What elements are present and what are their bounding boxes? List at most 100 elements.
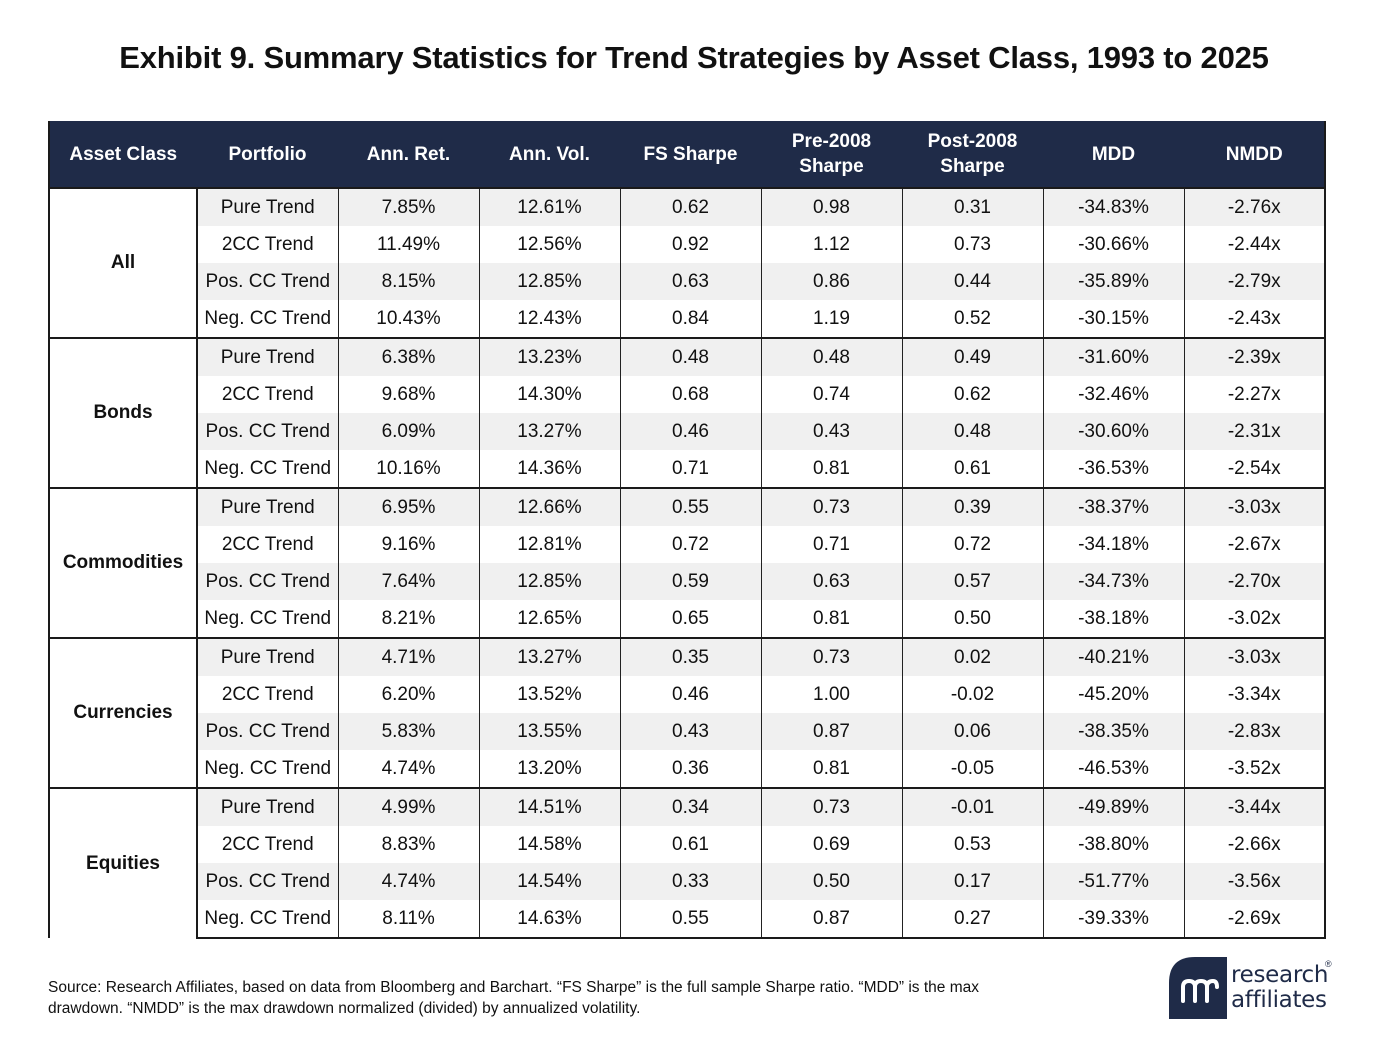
fs-sharpe-cell: 0.84 (619, 300, 762, 339)
table-row: Currencies Pure Trend 4.71% 13.27% 0.35 0.73 0… (48, 637, 1326, 788)
mdd-cell: -38.80% (1042, 826, 1185, 863)
ann-vol-cell: 13.23% (478, 337, 621, 376)
fs-sharpe-cell: 0.65 (619, 600, 762, 639)
ann-vol-cell: 14.36% (478, 450, 621, 489)
ann-vol-cell: 13.52% (478, 676, 621, 713)
table-row: Commodities Pure Trend 6.95% 12.66% 0.55 0.73… (48, 487, 1326, 638)
mdd-cell: -46.53% (1042, 750, 1185, 789)
nmdd-cell: -2.39x (1183, 337, 1326, 376)
col-header-post-2008-sharpe: Post-2008 Sharpe (901, 121, 1044, 188)
summary-statistics-table: Asset Class Portfolio Ann. Ret. Ann. Vol… (48, 121, 1326, 939)
table-row: 2CC Trend 6.20% 13.52% 0.46 1.00 -0.02 -45.20%… (49, 676, 1326, 713)
post-2008-sharpe-cell: 0.17 (901, 863, 1044, 900)
table-row: Pos. CC Trend 4.74% 14.54% 0.33 0.50 0.17 -51.… (49, 863, 1326, 900)
nmdd-cell: -2.44x (1183, 226, 1326, 263)
pre-2008-sharpe-cell: 0.69 (760, 826, 903, 863)
table-body: All Pure Trend 7.85% 12.61% 0.62 0.98 0.31 -34.… (48, 187, 1326, 939)
table-row: Neg. CC Trend 8.21% 12.65% 0.65 0.81 0.50 -38.… (49, 600, 1326, 639)
logo-text-line1: research (1231, 962, 1329, 988)
nmdd-cell: -3.02x (1183, 600, 1326, 639)
mdd-cell: -38.37% (1042, 487, 1185, 526)
mdd-cell: -30.66% (1042, 226, 1185, 263)
fs-sharpe-cell: 0.34 (619, 787, 762, 826)
nmdd-cell: -2.27x (1183, 376, 1326, 413)
ann-vol-cell: 13.20% (478, 750, 621, 789)
ann-vol-cell: 14.51% (478, 787, 621, 826)
research-affiliates-logo: research affiliates ® (1169, 957, 1339, 1019)
fs-sharpe-cell: 0.92 (619, 226, 762, 263)
pre-2008-sharpe-cell: 0.87 (760, 900, 903, 939)
post-2008-sharpe-cell: 0.31 (901, 187, 1044, 226)
mdd-cell: -35.89% (1042, 263, 1185, 300)
research-affiliates-logo-mark-icon (1169, 957, 1227, 1019)
ann-ret-cell: 7.64% (337, 563, 480, 600)
portfolio-cell: Neg. CC Trend (196, 900, 339, 939)
nmdd-cell: -2.79x (1183, 263, 1326, 300)
table-row: Neg. CC Trend 4.74% 13.20% 0.36 0.81 -0.05 -46… (49, 750, 1326, 789)
nmdd-cell: -3.03x (1183, 487, 1326, 526)
source-footnote: Source: Research Affiliates, based on da… (48, 979, 979, 1017)
portfolio-cell: Neg. CC Trend (196, 450, 339, 489)
post-2008-sharpe-cell: -0.05 (901, 750, 1044, 789)
nmdd-cell: -2.76x (1183, 187, 1326, 226)
post-2008-sharpe-cell: 0.62 (901, 376, 1044, 413)
ann-ret-cell: 4.71% (337, 637, 480, 676)
nmdd-cell: -2.70x (1183, 563, 1326, 600)
post-2008-sharpe-cell: 0.02 (901, 637, 1044, 676)
ann-ret-cell: 9.68% (337, 376, 480, 413)
col-header-fs-sharpe: FS Sharpe (619, 121, 762, 188)
fs-sharpe-cell: 0.61 (619, 826, 762, 863)
pre-2008-sharpe-cell: 0.81 (760, 600, 903, 639)
ann-vol-cell: 12.65% (478, 600, 621, 639)
portfolio-cell: Neg. CC Trend (196, 600, 339, 639)
post-2008-sharpe-cell: -0.01 (901, 787, 1044, 826)
portfolio-cell: Pure Trend (196, 187, 339, 226)
ann-vol-cell: 14.30% (478, 376, 621, 413)
post-2008-sharpe-cell: 0.73 (901, 226, 1044, 263)
portfolio-cell: Pos. CC Trend (196, 713, 339, 750)
portfolio-cell: 2CC Trend (196, 226, 339, 263)
pre-2008-sharpe-cell: 0.50 (760, 863, 903, 900)
pre-2008-sharpe-cell: 0.81 (760, 450, 903, 489)
nmdd-cell: -2.67x (1183, 526, 1326, 563)
fs-sharpe-cell: 0.55 (619, 487, 762, 526)
col-header-ann-ret: Ann. Ret. (337, 121, 480, 188)
ann-ret-cell: 6.95% (337, 487, 480, 526)
pre-2008-sharpe-cell: 0.71 (760, 526, 903, 563)
fs-sharpe-cell: 0.55 (619, 900, 762, 939)
nmdd-cell: -2.31x (1183, 413, 1326, 450)
portfolio-cell: Neg. CC Trend (196, 300, 339, 339)
fs-sharpe-cell: 0.46 (619, 676, 762, 713)
table-row: 2CC Trend 9.68% 14.30% 0.68 0.74 0.62 -32.46% -… (49, 376, 1326, 413)
pre-2008-sharpe-cell: 0.73 (760, 787, 903, 826)
nmdd-cell: -3.52x (1183, 750, 1326, 789)
ann-vol-cell: 12.43% (478, 300, 621, 339)
ann-ret-cell: 8.15% (337, 263, 480, 300)
ann-vol-cell: 14.63% (478, 900, 621, 939)
post-2008-sharpe-cell: 0.52 (901, 300, 1044, 339)
ann-ret-cell: 4.99% (337, 787, 480, 826)
table-row: 2CC Trend 11.49% 12.56% 0.92 1.12 0.73 -30.66%… (49, 226, 1326, 263)
asset-class-cell: Currencies (48, 637, 198, 788)
fs-sharpe-cell: 0.36 (619, 750, 762, 789)
ann-vol-cell: 12.56% (478, 226, 621, 263)
portfolio-cell: 2CC Trend (196, 826, 339, 863)
ann-vol-cell: 12.66% (478, 487, 621, 526)
asset-class-cell: Equities (48, 787, 198, 938)
table-row: Pos. CC Trend 5.83% 13.55% 0.43 0.87 0.06 -38.… (49, 713, 1326, 750)
mdd-cell: -39.33% (1042, 900, 1185, 939)
post-2008-sharpe-cell: 0.48 (901, 413, 1044, 450)
mdd-cell: -51.77% (1042, 863, 1185, 900)
pre-2008-sharpe-cell: 0.73 (760, 637, 903, 676)
fs-sharpe-cell: 0.59 (619, 563, 762, 600)
table-row: 2CC Trend 9.16% 12.81% 0.72 0.71 0.72 -34.18% -… (49, 526, 1326, 563)
ann-ret-cell: 4.74% (337, 863, 480, 900)
table-row: Pos. CC Trend 8.15% 12.85% 0.63 0.86 0.44 -35.… (49, 263, 1326, 300)
fs-sharpe-cell: 0.48 (619, 337, 762, 376)
ann-ret-cell: 7.85% (337, 187, 480, 226)
post-2008-sharpe-cell: 0.50 (901, 600, 1044, 639)
post-2008-sharpe-cell: 0.44 (901, 263, 1044, 300)
col-header-ann-vol: Ann. Vol. (478, 121, 621, 188)
nmdd-cell: -2.43x (1183, 300, 1326, 339)
pre-2008-sharpe-cell: 0.81 (760, 750, 903, 789)
